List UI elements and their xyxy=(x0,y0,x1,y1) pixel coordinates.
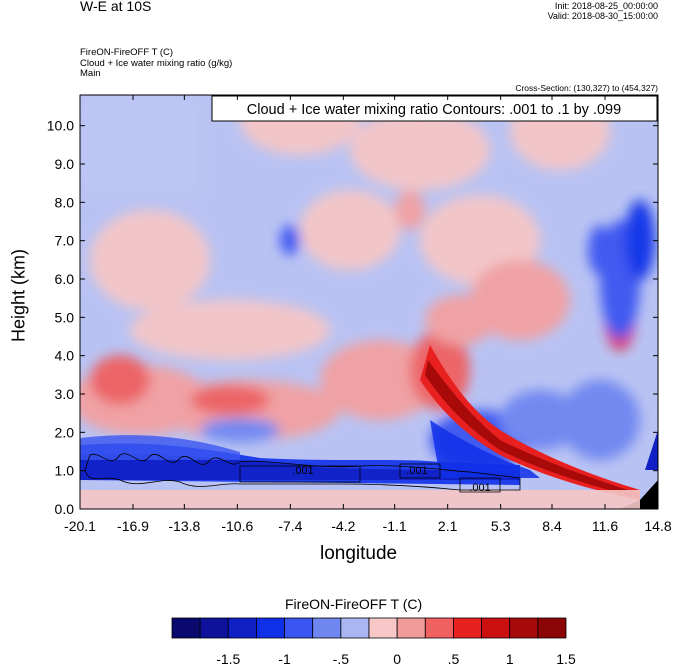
init-time: Init: 2018-08-25_00:00:00 xyxy=(554,1,658,11)
colorbar-tick-label: 0 xyxy=(393,651,401,667)
y-tick-label: 9.0 xyxy=(55,156,75,172)
colorbar-tick-label: 1 xyxy=(506,651,514,667)
y-tick-label: 10.0 xyxy=(47,118,74,134)
field-line-1: FireON-FireOFF T (C) xyxy=(80,47,174,58)
y-tick-label: 0.0 xyxy=(55,501,75,517)
x-tick-label: -10.6 xyxy=(221,518,253,534)
y-tick-label: 6.0 xyxy=(55,271,75,287)
valid-time: Valid: 2018-08-30_15:00:00 xyxy=(547,11,658,21)
cloud-contours xyxy=(84,453,521,493)
colorbar-swatch xyxy=(453,617,482,639)
colorbar-swatch xyxy=(368,617,398,639)
colorbar-tick-label: -1.5 xyxy=(216,651,240,667)
colorbar-swatch xyxy=(424,617,454,639)
y-tick-label: 5.0 xyxy=(55,309,75,325)
colorbar-swatch xyxy=(199,617,229,639)
colorbar-swatch xyxy=(537,617,567,639)
time-info: Init: 2018-08-25_00:00:00 Valid: 2018-08… xyxy=(548,1,658,21)
colorbar-tick-label: .5 xyxy=(448,651,460,667)
field-line-3: Main xyxy=(80,68,101,79)
y-tick-label: 4.0 xyxy=(55,348,75,364)
contour-label: .001 xyxy=(469,482,490,494)
x-tick-label: 8.4 xyxy=(542,518,562,534)
y-tick-label: 7.0 xyxy=(55,233,75,249)
x-tick-label: -16.9 xyxy=(117,518,149,534)
chart-title: W-E at 10S xyxy=(80,0,152,14)
plot-frame xyxy=(79,94,659,510)
cross-section-label: Cross-Section: (130,327) to (454,327) xyxy=(515,83,658,93)
colorbar-title: FireON-FireOFF T (C) xyxy=(285,596,423,612)
annotation-box xyxy=(211,95,658,122)
colorbar-swatch xyxy=(481,617,511,639)
contour-annotation: Cloud + Ice water mixing ratio Contours:… xyxy=(247,102,621,118)
colorbar-swatch xyxy=(396,617,426,639)
x-tick-label: -13.8 xyxy=(168,518,200,534)
y-tick-label: 3.0 xyxy=(55,386,75,402)
y-tick-label: 1.0 xyxy=(55,463,75,479)
colorbar-swatch xyxy=(284,617,314,639)
x-tick-label: -4.2 xyxy=(331,518,355,534)
colorbar-tick-label: 1.5 xyxy=(556,651,576,667)
x-tick-label: 5.3 xyxy=(491,518,511,534)
x-tick-label: -1.1 xyxy=(383,518,407,534)
field-line-2: Cloud + Ice water mixing ratio (g/kg) xyxy=(80,57,233,69)
colorbar-swatch xyxy=(256,617,285,639)
contour-label: .001 xyxy=(292,465,313,477)
x-tick-label: 2.1 xyxy=(438,518,458,534)
colorbar-swatch xyxy=(509,617,539,639)
contour-label: .001 xyxy=(406,465,427,477)
colorbar-swatch xyxy=(312,617,342,639)
y-axis-label: Height (km) xyxy=(8,249,29,343)
colorbar-tick-label: -1 xyxy=(278,651,291,667)
colorbar-swatch xyxy=(171,617,201,639)
x-tick-label: -20.1 xyxy=(64,518,96,534)
colorbar-swatch xyxy=(227,617,257,639)
x-tick-label: -7.4 xyxy=(278,518,302,534)
y-tick-label: 8.0 xyxy=(55,194,75,210)
colorbar-swatch xyxy=(340,617,370,639)
colorbar-tick-label: -.5 xyxy=(333,651,350,667)
x-axis-label: longitude xyxy=(320,543,398,564)
field-description: FireON-FireOFF T (C) Cloud + Ice water m… xyxy=(80,47,233,80)
x-tick-label: 11.6 xyxy=(592,518,618,534)
heatmap-field xyxy=(80,95,658,509)
y-tick-label: 2.0 xyxy=(55,424,75,440)
x-tick-label: 14.8 xyxy=(644,518,671,534)
